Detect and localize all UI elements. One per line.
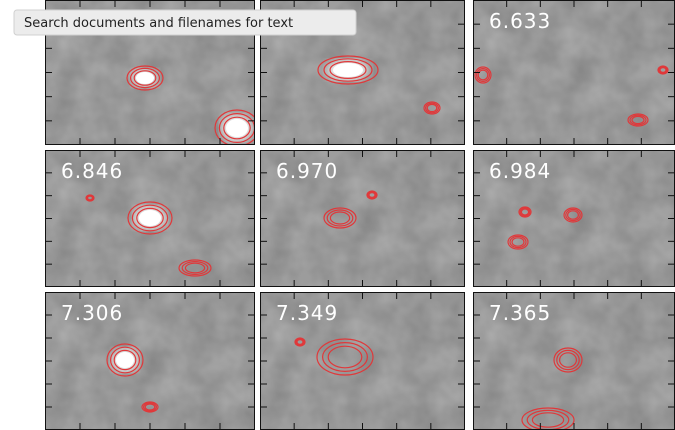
- image-panel: 7.306: [45, 292, 255, 430]
- panel-label: 6.633: [489, 9, 551, 33]
- source-core: [139, 210, 161, 226]
- image-panel: 6.846: [45, 150, 255, 287]
- source-core: [116, 352, 134, 368]
- tooltip: Search documents and filenames for text: [14, 10, 356, 35]
- source-core: [136, 72, 154, 84]
- source-core: [333, 63, 363, 77]
- panel-label: 7.365: [489, 301, 551, 325]
- image-panel: 7.365: [473, 292, 675, 430]
- panel-label: 6.846: [61, 159, 123, 183]
- panel-label: 7.349: [276, 301, 338, 325]
- panel-label: 6.970: [276, 159, 338, 183]
- screenshot: 6.633 6.846 6.970 6.984 7.306 7.349 7.365 Sear…: [0, 0, 675, 430]
- image-panel: 6.970: [260, 150, 465, 287]
- tooltip-text: Search documents and filenames for text: [24, 16, 293, 31]
- image-panel: 6.984: [473, 150, 675, 287]
- image-panel: 7.349: [260, 292, 465, 430]
- source-core: [226, 119, 248, 137]
- panel-label: 6.984: [489, 159, 551, 183]
- image-panel: 6.633: [473, 0, 675, 145]
- panel-label: 7.306: [61, 301, 123, 325]
